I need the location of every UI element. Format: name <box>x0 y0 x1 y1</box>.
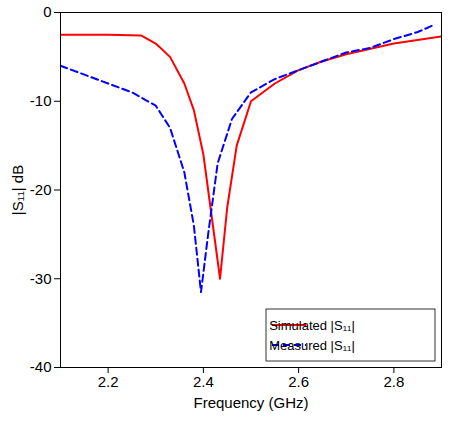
svg-text:0: 0 <box>43 3 51 20</box>
svg-text:Measured |S₁₁|: Measured |S₁₁| <box>269 338 355 353</box>
svg-text:-30: -30 <box>30 270 52 287</box>
svg-text:|S₁₁| dB: |S₁₁| dB <box>9 165 26 215</box>
svg-text:2.4: 2.4 <box>193 373 214 390</box>
svg-text:2.2: 2.2 <box>98 373 119 390</box>
svg-text:2.8: 2.8 <box>383 373 404 390</box>
svg-text:2.6: 2.6 <box>288 373 309 390</box>
svg-text:-20: -20 <box>30 181 52 198</box>
svg-text:-10: -10 <box>30 92 52 109</box>
svg-text:Simulated |S₁₁|: Simulated |S₁₁| <box>269 318 355 333</box>
svg-text:Frequency (GHz): Frequency (GHz) <box>193 394 308 411</box>
svg-text:-40: -40 <box>30 358 52 375</box>
